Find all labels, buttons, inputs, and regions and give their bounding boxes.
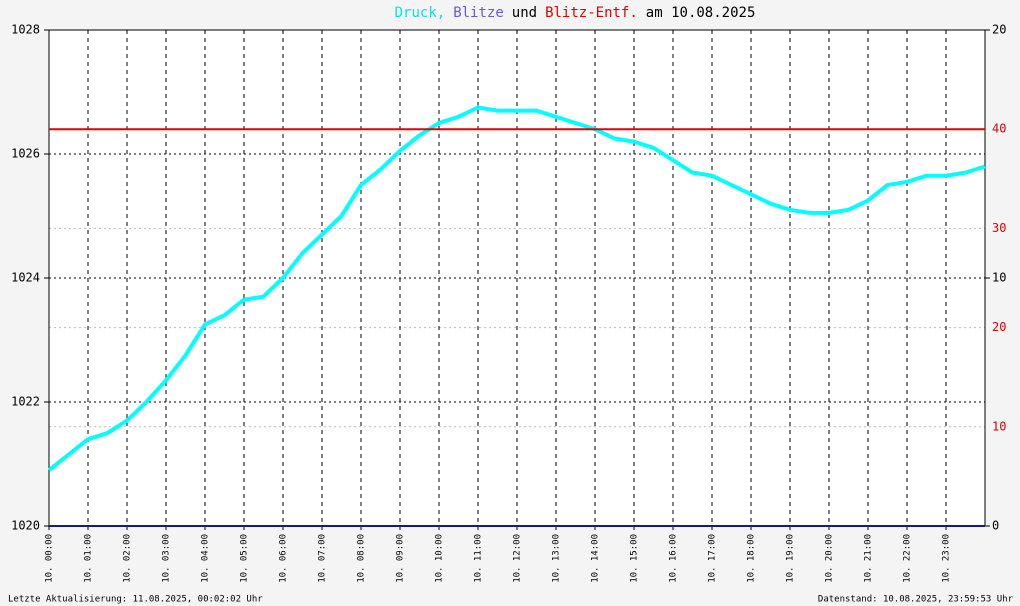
y-tick-label: 1026 <box>11 147 40 161</box>
y3-tick-label: 40 <box>992 122 1006 136</box>
y3-tick-label: 20 <box>992 320 1006 334</box>
title-part: am 10.08.2025 <box>646 5 756 21</box>
x-tick-label: 10. 03:00 <box>162 534 172 583</box>
series-line <box>47 105 986 472</box>
x-tick-label: 10. 18:00 <box>747 534 757 583</box>
x-tick-label: 10. 07:00 <box>318 534 328 583</box>
x-tick-label: 10. 19:00 <box>786 534 796 583</box>
footer-right: Datenstand: 10.08.2025, 23:59:53 Uhr <box>818 595 1014 605</box>
x-tick-label: 10. 22:00 <box>903 534 913 583</box>
x-tick-label: 10. 01:00 <box>84 534 94 583</box>
y3-tick-label: 10 <box>992 419 1006 433</box>
x-tick-label: 10. 16:00 <box>669 534 679 583</box>
x-tick-label: 10. 14:00 <box>591 534 601 583</box>
x-tick-label: 10. 08:00 <box>357 534 367 583</box>
x-tick-label: 10. 17:00 <box>708 534 718 583</box>
y2-tick-label: 0 <box>992 519 999 533</box>
y-tick-label: 1022 <box>11 395 40 409</box>
y-tick-label: 1024 <box>11 271 40 285</box>
title-part: Blitze <box>453 5 504 21</box>
y3-tick-label: 30 <box>992 221 1006 235</box>
x-tick-label: 10. 00:00 <box>45 534 55 583</box>
x-tick-label: 10. 23:00 <box>942 534 952 583</box>
x-tick-label: 10. 05:00 <box>240 534 250 583</box>
title-part: Blitz-Entf. <box>545 5 638 21</box>
x-tick-label: 10. 10:00 <box>435 534 445 583</box>
x-tick-label: 10. 12:00 <box>513 534 523 583</box>
chart-title: Druck, Blitze und Blitz-Entf. am 10.08.2025 <box>395 5 756 21</box>
x-tick-label: 10. 11:00 <box>474 534 484 583</box>
x-tick-label: 10. 20:00 <box>825 534 835 583</box>
x-tick-label: 10. 13:00 <box>552 534 562 583</box>
title-part: Druck, <box>395 5 446 21</box>
x-tick-label: 10. 04:00 <box>201 534 211 583</box>
title-part: und <box>512 5 537 21</box>
x-tick-label: 10. 09:00 <box>396 534 406 583</box>
x-tick-label: 10. 15:00 <box>630 534 640 583</box>
x-tick-label: 10. 21:00 <box>864 534 874 583</box>
x-tick-label: 10. 06:00 <box>279 534 289 583</box>
y2-tick-label: 10 <box>992 271 1006 285</box>
y-tick-label: 1020 <box>11 519 40 533</box>
footer-left: Letzte Aktualisierung: 11.08.2025, 00:02… <box>8 595 263 605</box>
y-tick-label: 1028 <box>11 23 40 37</box>
x-tick-label: 10. 02:00 <box>123 534 133 583</box>
y2-tick-label: 20 <box>992 23 1006 37</box>
